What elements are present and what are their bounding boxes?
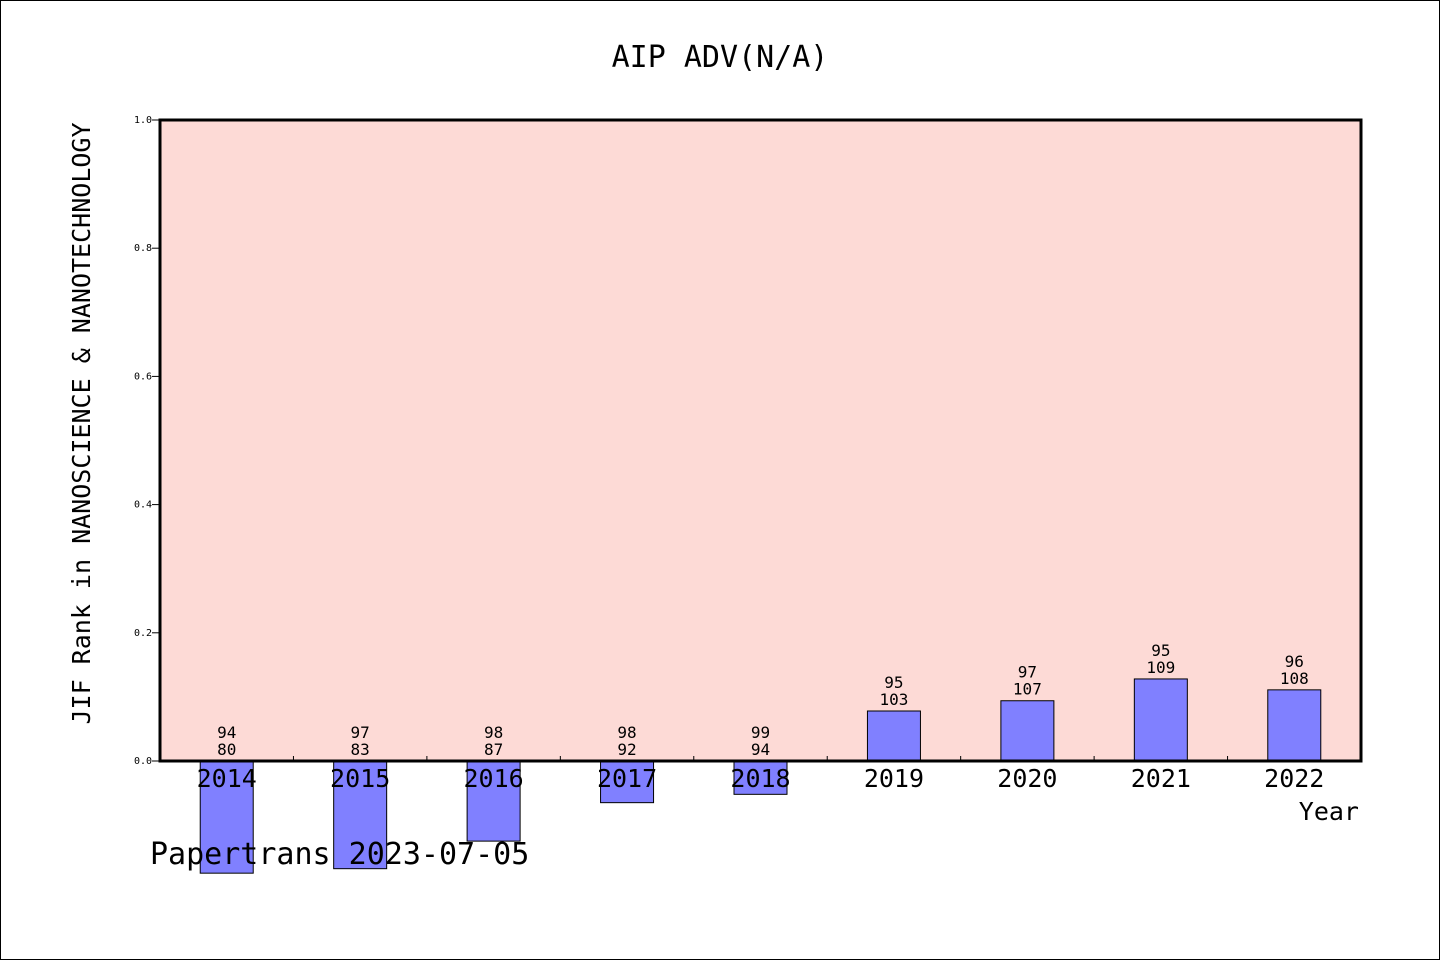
x-tick-label: 2021: [1131, 764, 1191, 793]
bar-label-bottom: 87: [484, 740, 503, 759]
bar: [466, 760, 521, 842]
bar: [866, 710, 921, 762]
x-tick-label: 2020: [997, 764, 1057, 793]
plot-background: [160, 120, 1361, 761]
y-tick-label: 0.4: [134, 500, 152, 511]
x-tick-label: 2017: [597, 764, 657, 793]
y-tick-label: 0.0: [134, 756, 152, 767]
y-tick-label: 1.0: [134, 115, 152, 126]
bar-label-bottom: 107: [1013, 680, 1042, 699]
bar: [1267, 689, 1322, 762]
bar-label-top: 97: [1018, 663, 1037, 682]
bar-label-top: 98: [617, 723, 636, 742]
x-tick-label: 2018: [730, 764, 790, 793]
bar-label-top: 96: [1285, 652, 1304, 671]
bar-label-bottom: 109: [1146, 658, 1175, 677]
x-tick-label: 2022: [1264, 764, 1324, 793]
y-tick-label: 0.6: [134, 371, 152, 382]
x-tick-label: 2014: [197, 764, 257, 793]
x-tick-label: 2016: [464, 764, 524, 793]
bar-label-bottom: 92: [617, 740, 636, 759]
watermark: Papertrans 2023-07-05: [150, 837, 529, 872]
bar-label-top: 95: [884, 673, 903, 692]
plot-border: [158, 118, 1363, 763]
bar-label-top: 99: [751, 723, 770, 742]
bar-label-top: 98: [484, 723, 503, 742]
bar: [1000, 700, 1055, 762]
bar: [600, 760, 655, 804]
bar-label-bottom: 108: [1280, 669, 1309, 688]
y-axis: 0.0 0.2 0.4 0.6 0.8 1.0: [134, 115, 160, 767]
bar-label-bottom: 103: [879, 690, 908, 709]
bar-label-bottom: 94: [751, 740, 770, 759]
bar-label-bottom: 83: [351, 740, 370, 759]
x-tick-label: 2015: [330, 764, 390, 793]
bar-label-top: 94: [217, 723, 236, 742]
bar: [1133, 678, 1188, 762]
y-axis-label: JIF Rank in NANOSCIENCE & NANOTECHNOLOGY: [67, 122, 96, 724]
bar: [199, 760, 254, 874]
bar-label-top: 95: [1151, 641, 1170, 660]
y-tick-label: 0.2: [134, 628, 152, 639]
y-tick-label: 0.8: [134, 243, 152, 254]
bar-label-top: 97: [351, 723, 370, 742]
x-tick-label: 2019: [864, 764, 924, 793]
bar-label-bottom: 80: [217, 740, 236, 759]
x-axis: 2014 2015 2016 2017 2018 2019 2020 2021 2022: [197, 756, 1324, 793]
chart-title: AIP ADV(N/A): [612, 40, 829, 75]
x-axis-label: Year: [1299, 797, 1359, 826]
